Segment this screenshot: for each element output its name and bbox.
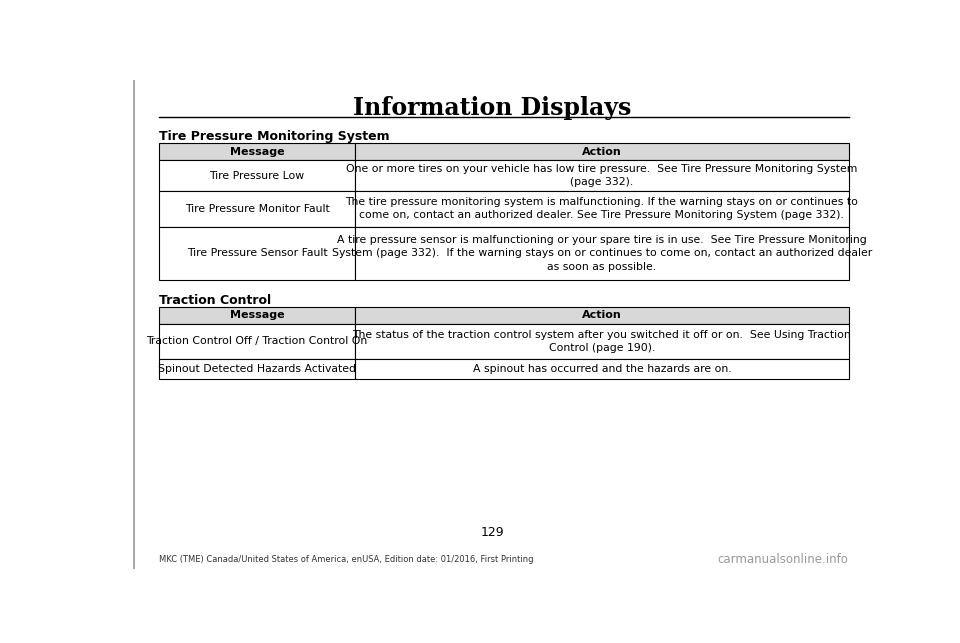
Bar bbox=[355, 307, 849, 323]
Bar bbox=[158, 160, 355, 191]
Text: Tire Pressure Monitoring System: Tire Pressure Monitoring System bbox=[158, 129, 390, 143]
Text: Traction Control: Traction Control bbox=[158, 294, 271, 307]
Bar bbox=[355, 226, 849, 280]
Text: Message: Message bbox=[229, 310, 284, 320]
Text: Message: Message bbox=[229, 147, 284, 157]
Text: carmanualsonline.info: carmanualsonline.info bbox=[718, 553, 849, 566]
Bar bbox=[158, 143, 355, 160]
Bar bbox=[355, 143, 849, 160]
Text: Traction Control Off / Traction Control On: Traction Control Off / Traction Control … bbox=[147, 336, 368, 347]
Bar bbox=[158, 226, 355, 280]
Text: A spinout has occurred and the hazards are on.: A spinout has occurred and the hazards a… bbox=[472, 364, 732, 374]
Text: One or more tires on your vehicle has low tire pressure.  See Tire Pressure Moni: One or more tires on your vehicle has lo… bbox=[347, 164, 857, 187]
Text: Tire Pressure Sensor Fault: Tire Pressure Sensor Fault bbox=[187, 248, 327, 258]
Bar bbox=[355, 359, 849, 379]
Bar bbox=[158, 323, 355, 359]
Text: 129: 129 bbox=[480, 527, 504, 539]
Text: The tire pressure monitoring system is malfunctioning. If the warning stays on o: The tire pressure monitoring system is m… bbox=[346, 197, 858, 221]
Bar bbox=[355, 160, 849, 191]
Text: Spinout Detected Hazards Activated: Spinout Detected Hazards Activated bbox=[158, 364, 356, 374]
Bar bbox=[158, 191, 355, 226]
Text: A tire pressure sensor is malfunctioning or your spare tire is in use.  See Tire: A tire pressure sensor is malfunctioning… bbox=[332, 235, 872, 272]
Bar bbox=[158, 359, 355, 379]
Text: The status of the traction control system after you switched it off or on.  See : The status of the traction control syste… bbox=[352, 330, 852, 353]
Text: Tire Pressure Monitor Fault: Tire Pressure Monitor Fault bbox=[184, 204, 329, 214]
Bar bbox=[355, 323, 849, 359]
Bar bbox=[355, 191, 849, 226]
Text: Action: Action bbox=[582, 147, 622, 157]
Bar bbox=[158, 307, 355, 323]
Text: Action: Action bbox=[582, 310, 622, 320]
Text: Tire Pressure Low: Tire Pressure Low bbox=[209, 171, 304, 181]
Text: MKC (TME) Canada/United States of America, enUSA, Edition date: 01/2016, First P: MKC (TME) Canada/United States of Americ… bbox=[158, 556, 533, 565]
Text: Information Displays: Information Displays bbox=[353, 96, 631, 120]
